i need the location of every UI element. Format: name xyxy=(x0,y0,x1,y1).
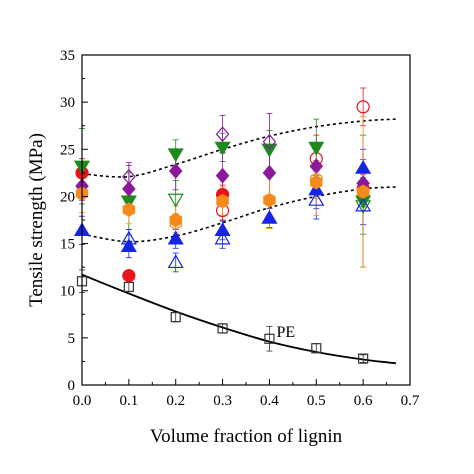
data-point xyxy=(261,209,278,224)
data-point xyxy=(264,333,275,344)
data-point xyxy=(122,202,136,217)
data-point xyxy=(214,222,231,236)
data-point xyxy=(120,238,137,252)
y-axis-title: Tensile strength (MPa) xyxy=(26,133,47,307)
x-tick-label: 0.7 xyxy=(401,393,420,409)
data-point xyxy=(169,212,182,228)
x-tick-label: 0.0 xyxy=(73,393,92,409)
data-point xyxy=(168,163,183,179)
x-axis-title: Volume fraction of lignin xyxy=(150,426,343,447)
data-point xyxy=(261,143,278,158)
y-tick-label: 25 xyxy=(60,142,75,158)
data-point xyxy=(214,230,231,245)
data-point xyxy=(308,192,325,206)
x-tick-label: 0.4 xyxy=(260,393,279,409)
data-point xyxy=(214,141,231,156)
data-point xyxy=(167,230,184,245)
x-tick-label: 0.1 xyxy=(119,393,138,409)
data-point xyxy=(356,184,370,199)
pe-annotation: PE xyxy=(276,324,295,341)
data-point xyxy=(122,269,136,283)
pe-fit-curve xyxy=(81,273,396,365)
data-point xyxy=(355,159,372,174)
data-point xyxy=(355,197,372,212)
y-tick-label: 0 xyxy=(68,378,76,394)
data-point xyxy=(123,281,134,293)
data-point xyxy=(262,133,277,150)
data-point xyxy=(309,158,324,175)
data-point xyxy=(311,343,322,354)
data-point xyxy=(170,312,181,323)
data-point xyxy=(310,172,323,187)
x-tick-label: 0.6 xyxy=(354,393,373,409)
y-tick-label: 20 xyxy=(60,189,75,205)
data-point xyxy=(122,168,136,185)
x-tick-label: 0.2 xyxy=(166,393,185,409)
y-tick-label: 15 xyxy=(60,237,75,253)
data-point xyxy=(358,353,369,364)
dotted-fit-curve xyxy=(81,118,396,178)
x-tick-label: 0.3 xyxy=(213,393,232,409)
data-point xyxy=(167,193,184,208)
axis-ticks xyxy=(81,54,411,386)
y-tick-label: 5 xyxy=(68,331,76,347)
data-point xyxy=(356,100,370,114)
data-point xyxy=(167,254,184,269)
tick-labels: 0.0 0.1 0.2 0.3 0.4 0.5 0.6 0.7 0 5 10 15 20 25 30 35 xyxy=(60,48,420,409)
y-tick-label: 30 xyxy=(60,95,75,111)
data-point xyxy=(122,180,136,197)
data-point xyxy=(167,148,184,163)
data-point xyxy=(215,126,230,143)
y-tick-label: 35 xyxy=(60,48,75,64)
data-point xyxy=(355,200,372,215)
data-point xyxy=(263,193,276,208)
y-tick-label: 10 xyxy=(60,284,75,300)
data-point xyxy=(308,141,325,156)
data-point xyxy=(169,215,182,230)
data-point xyxy=(215,167,230,184)
data-point xyxy=(310,175,323,190)
data-point xyxy=(216,193,229,209)
data-point xyxy=(217,323,228,334)
data-point xyxy=(120,230,137,245)
x-tick-label: 0.5 xyxy=(307,393,326,409)
data-point xyxy=(262,164,277,181)
